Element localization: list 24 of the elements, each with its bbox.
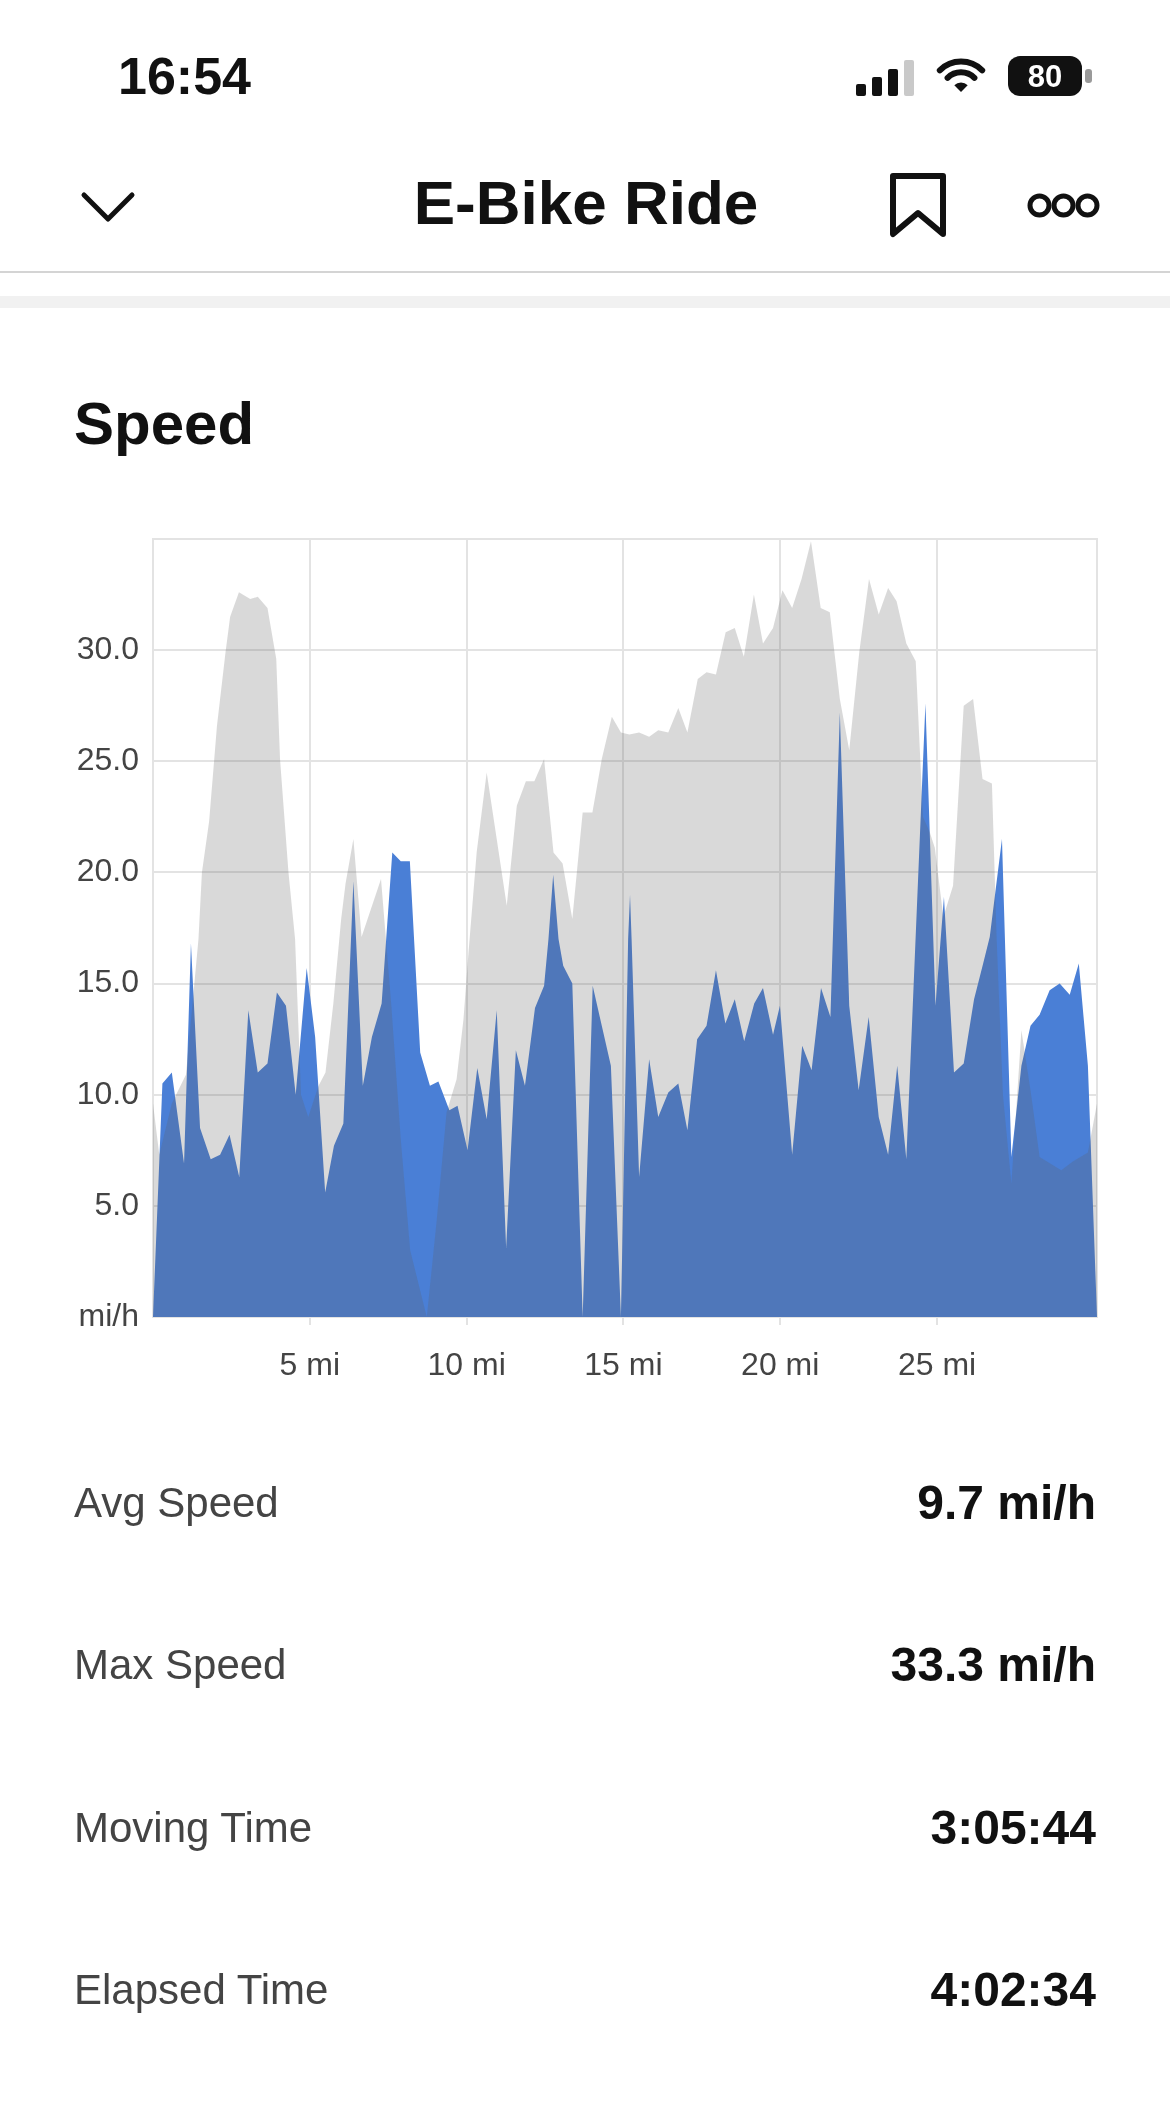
text: Elapsed Time [74,1965,329,2015]
x-tick-label: 5 mi [279,1346,341,1383]
text: 9.7 mi/h [917,1475,1096,1531]
text: Avg Speed [74,1478,279,1528]
text: 4:02:34 [930,1962,1096,2018]
y-tick-label: 30.0 [76,629,139,666]
text: 16:54 [118,47,251,107]
text: 33.3 mi/h [890,1637,1096,1693]
x-tick-label: 15 mi [584,1346,663,1383]
text: Moving Time [74,1803,313,1852]
y-tick-label: 15.0 [76,963,139,1000]
text: 3:05:44 [930,1800,1096,1856]
x-tick-label: 20 mi [741,1346,820,1383]
text: E-Bike Ride [413,167,759,239]
chart-title: Speed [74,388,255,458]
y-tick-label: mi/h [78,1296,139,1333]
y-tick-label: 25.0 [76,741,139,778]
y-tick-label: 20.0 [76,852,139,889]
text: 80 [1027,59,1063,95]
y-tick-label: 10.0 [76,1074,139,1111]
y-tick-label: 5.0 [94,1185,139,1222]
x-tick-label: 25 mi [897,1346,977,1383]
x-tick-label: 10 mi [427,1346,506,1383]
text: Max Speed [74,1641,287,1690]
